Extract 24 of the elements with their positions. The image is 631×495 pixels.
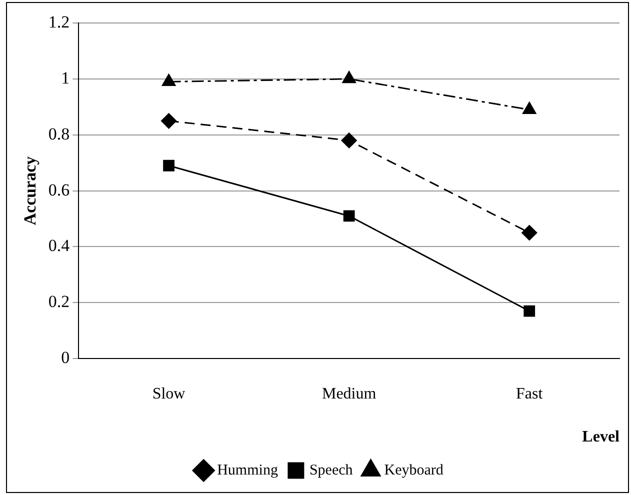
point	[162, 74, 176, 86]
point	[522, 102, 536, 114]
legend-label: Speech	[309, 462, 354, 478]
y-tick-label: 1.2	[48, 12, 70, 32]
y-tick-label: 0.6	[48, 180, 70, 200]
point	[163, 160, 174, 172]
y-tick-label: 0	[61, 348, 70, 368]
legend-label: Humming	[217, 462, 278, 478]
y-tick-label: 0.2	[48, 292, 70, 312]
y-axis-title: Accuracy	[20, 156, 40, 226]
x-tick-label: Slow	[152, 385, 186, 402]
x-axis-title: Level	[582, 428, 620, 446]
y-tick-label: 0.4	[48, 236, 70, 256]
point	[341, 132, 357, 148]
point	[522, 225, 538, 240]
point	[343, 210, 355, 222]
y-tick-label: 0.8	[48, 124, 70, 144]
x-tick-label: Medium	[322, 385, 377, 402]
x-tick-label: Fast	[516, 385, 544, 402]
point	[524, 305, 536, 317]
legend-label: Keyboard	[384, 462, 444, 478]
point	[342, 71, 356, 84]
point	[161, 113, 177, 129]
y-tick-label: 1	[61, 68, 70, 88]
